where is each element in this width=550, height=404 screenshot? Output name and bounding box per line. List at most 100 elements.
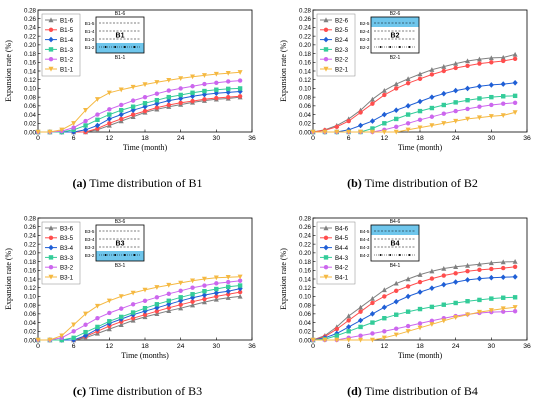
data-point: [178, 302, 183, 307]
x-tick-label: 18: [416, 135, 424, 142]
y-tick-label: 0.14: [299, 276, 312, 283]
data-point: [94, 97, 100, 102]
y-tick-label: 0.20: [299, 42, 312, 49]
x-tick-label: 6: [72, 343, 76, 350]
data-point: [465, 97, 470, 103]
y-tick-label: 0.04: [24, 112, 37, 119]
y-tick-label: 0.16: [24, 60, 37, 67]
data-point: [71, 329, 76, 334]
data-point: [381, 335, 387, 341]
data-point: [429, 322, 435, 327]
data-point: [166, 305, 171, 310]
data-point: [202, 81, 207, 87]
data-point: [441, 273, 446, 278]
y-tick-label: 0.12: [24, 285, 37, 292]
legend-label: B3-4: [60, 245, 74, 252]
chart-panel-a: 0.000.02 0.04 0.06 0.080.10 0.12 0.140.16 0.18…: [4, 7, 256, 152]
data-point: [476, 115, 482, 121]
legend-label: B2-1: [335, 66, 349, 73]
data-point: [501, 94, 506, 99]
data-point: [512, 309, 518, 314]
data-point: [226, 86, 231, 92]
data-point: [453, 87, 459, 94]
inset-dot: [398, 254, 401, 256]
inset-dot: [389, 46, 392, 48]
inset-dot: [379, 254, 382, 256]
data-point: [202, 289, 207, 294]
data-point: [429, 285, 435, 291]
data-point: [213, 71, 219, 77]
legend-marker: [48, 57, 54, 62]
legend-label: B1-1: [60, 66, 74, 73]
data-point: [441, 68, 446, 74]
data-point: [488, 82, 494, 88]
data-point: [142, 312, 148, 317]
inset-dot: [133, 46, 136, 48]
data-point: [106, 116, 112, 122]
data-point: [214, 294, 219, 299]
legend-marker: [48, 274, 54, 280]
y-tick-label: 0.22: [24, 241, 37, 248]
y-tick-label: 0.12: [299, 77, 312, 84]
legend-label: B4-5: [335, 235, 349, 242]
series-line: [38, 276, 241, 341]
legend-marker: [323, 27, 329, 32]
data-point: [202, 296, 207, 302]
series-line: [312, 276, 516, 341]
data-point: [322, 337, 328, 343]
data-point: [130, 290, 136, 296]
data-point: [417, 76, 423, 82]
chart-panel-b: 0.000.02 0.04 0.06 0.080.10 0.12 0.140.16 0.18…: [279, 7, 531, 152]
data-point: [94, 122, 101, 129]
inset-row-label: B2-5: [360, 21, 370, 26]
data-point: [393, 129, 399, 135]
y-tick-label: 0.26: [24, 16, 37, 23]
legend-marker: [323, 17, 329, 23]
series-line: [38, 80, 241, 133]
data-point: [477, 104, 482, 109]
data-point: [201, 299, 207, 305]
data-point: [489, 102, 494, 108]
data-point: [381, 111, 387, 118]
inset-fill: [371, 225, 419, 235]
inset-row-label: B1-5: [85, 21, 95, 26]
inset-fill: [371, 17, 419, 27]
data-point: [429, 94, 435, 100]
data-point: [237, 289, 243, 295]
data-point: [106, 326, 112, 332]
caption-c: (c) Time distribution of B3: [0, 384, 275, 399]
x-tick-label: 12: [381, 135, 389, 142]
data-point: [346, 337, 352, 343]
data-point: [107, 121, 112, 126]
data-point: [95, 324, 100, 330]
chart-panel-c: 0.000.02 0.04 0.06 0.080.10 0.12 0.140.16 0.18…: [4, 215, 256, 360]
data-point: [429, 318, 435, 324]
x-tick-label: 30: [488, 135, 496, 142]
data-point: [405, 323, 411, 329]
data-point: [417, 125, 423, 131]
data-point: [59, 127, 65, 133]
data-point: [154, 105, 160, 110]
data-point: [488, 55, 494, 61]
data-point: [213, 296, 219, 302]
x-tick-label: 6: [347, 343, 351, 350]
data-point: [130, 316, 136, 321]
data-point: [501, 265, 506, 271]
legend-label: B2-2: [335, 57, 349, 64]
data-point: [334, 124, 339, 129]
data-point: [465, 262, 471, 268]
data-point: [512, 274, 518, 280]
legend-marker: [48, 255, 54, 260]
legend-label: B3-5: [60, 235, 74, 242]
y-tick-label: 0.14: [299, 68, 312, 75]
chart-panel-d: 0.000.02 0.04 0.06 0.080.10 0.12 0.140.16 0.18…: [279, 215, 531, 360]
y-tick-label: 0.16: [299, 268, 312, 275]
data-point: [489, 60, 494, 65]
data-point: [214, 95, 219, 101]
inset-row-label: B4-2: [360, 253, 370, 258]
x-tick-label: 30: [488, 343, 496, 350]
x-tick-label: 0: [311, 135, 315, 142]
data-point: [334, 129, 340, 135]
data-point: [476, 56, 482, 62]
caption-b: (b) Time distribution of B2: [275, 176, 550, 191]
